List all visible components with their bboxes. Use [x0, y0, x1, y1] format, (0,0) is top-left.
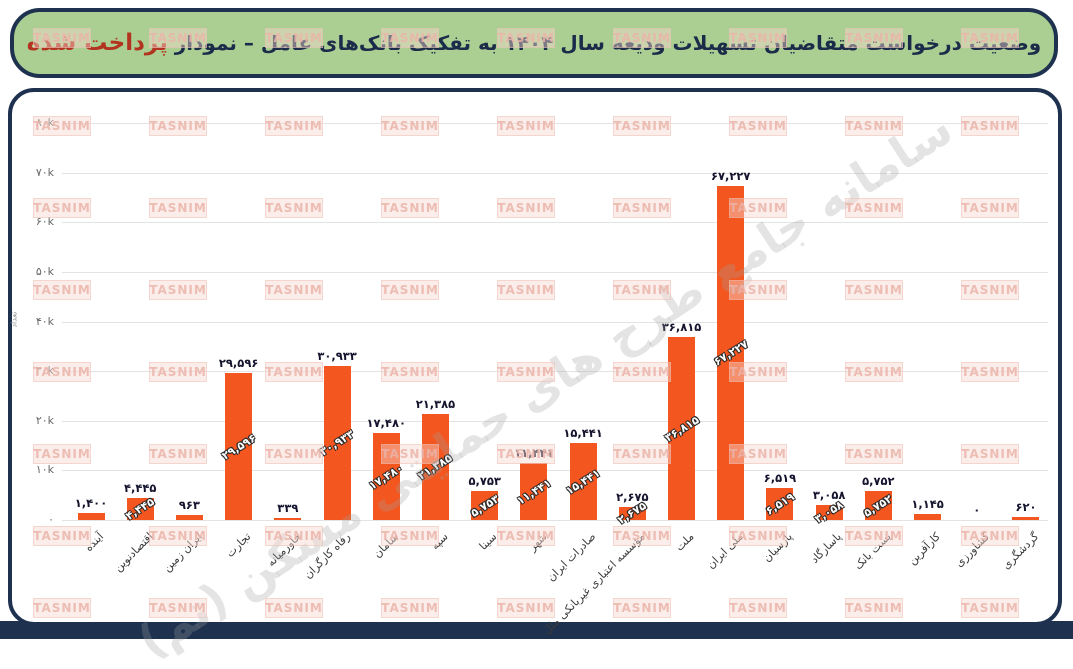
page-title-main: وضعیت درخواست متقاضیان تسهیلات ودیعه سال… [174, 31, 1042, 55]
chart-panel [8, 88, 1062, 626]
page: وضعیت درخواست متقاضیان تسهیلات ودیعه سال… [0, 8, 1073, 669]
page-title: وضعیت درخواست متقاضیان تسهیلات ودیعه سال… [27, 30, 1041, 56]
page-title-highlight: پرداخت شده [26, 30, 168, 56]
chart-header-banner: وضعیت درخواست متقاضیان تسهیلات ودیعه سال… [10, 8, 1058, 78]
